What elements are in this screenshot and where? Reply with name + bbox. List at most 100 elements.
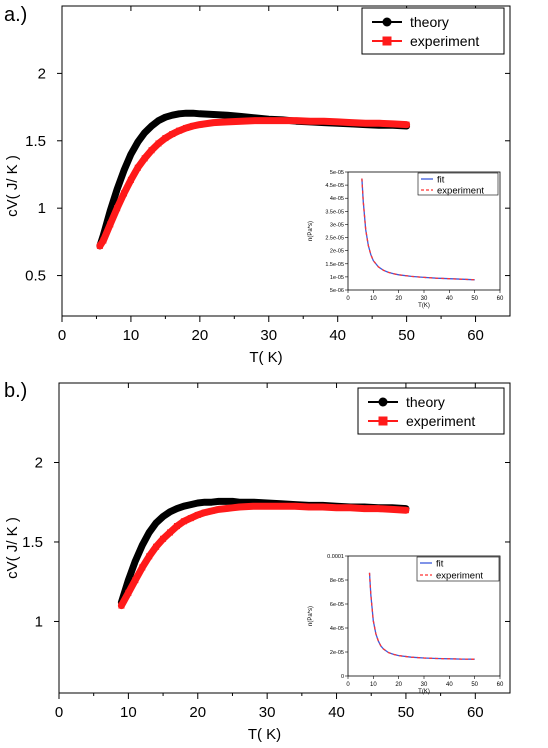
inset-x-tick-label: 20 <box>395 682 402 688</box>
y-axis-label: cV( J/ K ) <box>4 517 21 579</box>
series-theory-point <box>175 110 183 118</box>
inset-x-tick-label: 50 <box>471 296 478 302</box>
inset-y-tick-label: 3e-05 <box>330 222 344 228</box>
series-experiment-point <box>291 503 298 510</box>
series-theory-point <box>120 167 128 174</box>
series-experiment-point <box>229 504 236 511</box>
inset-y-axis-label-text: n(Pa*s) <box>308 606 314 626</box>
y-tick-label: 2 <box>38 65 46 82</box>
series-experiment-point <box>222 505 229 512</box>
legend-label-theory: theory <box>410 14 449 30</box>
series-theory-point <box>215 498 222 505</box>
x-tick-label: 40 <box>329 327 346 344</box>
series-experiment-point <box>307 118 314 125</box>
series-theory-point <box>182 109 190 117</box>
legend-box <box>357 387 505 435</box>
series-experiment-point <box>155 140 162 147</box>
series-experiment-point <box>347 504 354 511</box>
inset-y-axis-label-text: n(Pa*s) <box>308 221 314 241</box>
series-theory-point <box>194 499 201 507</box>
series-theory-point <box>222 498 229 505</box>
series-theory-point <box>139 541 146 549</box>
series-experiment-point <box>215 506 222 513</box>
series-theory-point <box>162 113 169 121</box>
x-axis-label: T( K) <box>249 349 282 366</box>
x-tick-label: 20 <box>189 704 206 721</box>
series-experiment-point <box>265 117 272 124</box>
inset-x-tick-label: 50 <box>471 682 478 688</box>
inset-y-tick-label: 4e-05 <box>330 626 344 632</box>
inset-y-tick-label: 0.0001 <box>327 554 344 560</box>
legend-marker-experiment <box>382 36 392 46</box>
inset-x-tick-label: 10 <box>370 296 377 302</box>
series-theory-point <box>155 117 162 124</box>
series-experiment-point <box>208 507 215 514</box>
inset-x-tick-label: 0 <box>346 682 350 688</box>
legend-marker-experiment <box>378 416 388 426</box>
plot-frame <box>58 382 511 694</box>
series-experiment-point <box>96 242 103 249</box>
inset-x-axis-label: T(K) <box>418 303 430 309</box>
series-experiment-point <box>169 131 176 138</box>
inset-x-tick-label: 60 <box>497 682 504 688</box>
panel-b-label: b.) <box>4 380 28 402</box>
inset-x-tick-label: 30 <box>421 296 428 302</box>
legend-label-experiment: experiment <box>410 33 479 49</box>
series-experiment-point <box>127 176 134 183</box>
x-tick-label: 50 <box>398 704 415 721</box>
series-theory-point <box>189 109 197 117</box>
series-theory-point <box>187 501 195 508</box>
y-tick-label: 1 <box>35 613 43 630</box>
y-tick-label: 2 <box>35 454 43 471</box>
inset-x-axis-label: T(K) <box>418 689 430 695</box>
inset-y-tick-label: 8e-05 <box>330 578 344 584</box>
x-tick-label: 60 <box>467 327 484 344</box>
inset-y-tick-label: 4.5e-05 <box>325 183 344 189</box>
inset-y-tick-label: 2.5e-05 <box>325 236 344 242</box>
inset-x-tick-label: 40 <box>446 682 453 688</box>
series-experiment-point <box>153 543 160 550</box>
inset-legend-label-experiment: experiment <box>437 186 484 197</box>
inset-x-tick-label: 0 <box>346 296 350 302</box>
series-theory-point <box>159 513 167 520</box>
series-experiment-point <box>176 127 183 134</box>
series-experiment-point <box>167 529 174 536</box>
x-tick-label: 50 <box>398 327 415 344</box>
series-theory-point <box>152 519 160 527</box>
series-theory-point <box>134 138 142 146</box>
series-experiment-point <box>361 505 368 512</box>
series-experiment-point <box>141 155 148 162</box>
y-tick-label: 1 <box>38 200 46 217</box>
series-experiment-point <box>210 119 217 126</box>
inset-y-tick-label: 6e-05 <box>330 602 344 608</box>
series-experiment-point <box>146 553 153 560</box>
inset-legend-label-fit: fit <box>436 559 444 570</box>
series-experiment-point <box>189 122 196 129</box>
inset-y-tick-label: 0 <box>341 674 344 680</box>
series-theory-point <box>148 122 155 130</box>
inset-series-experiment-line <box>361 178 475 281</box>
inset-x-tick-label: 40 <box>446 296 453 302</box>
series-experiment-point <box>389 506 396 513</box>
series-experiment-point <box>173 523 180 530</box>
x-tick-label: 10 <box>123 327 140 344</box>
x-tick-label: 40 <box>328 704 345 721</box>
inset-y-tick-label: 1e-05 <box>330 275 344 281</box>
series-experiment-point <box>107 221 114 228</box>
series-theory-point <box>141 129 148 136</box>
series-theory-point <box>196 110 204 118</box>
inset-x-tick-label: 10 <box>370 682 377 688</box>
series-experiment-point <box>183 124 190 131</box>
series-theory-point <box>201 499 208 506</box>
series-experiment-point <box>118 602 125 609</box>
series-experiment-point <box>348 119 355 126</box>
series-theory-point <box>210 111 217 118</box>
series-experiment-point <box>121 190 128 197</box>
series-experiment-point <box>139 564 146 571</box>
series-experiment-point <box>160 535 167 542</box>
plot-frame <box>61 5 511 317</box>
inset-legend-label-fit: fit <box>437 175 445 186</box>
inset-series-experiment-line <box>368 572 475 660</box>
series-theory-point <box>208 499 215 506</box>
inset-legend-box <box>416 556 500 582</box>
